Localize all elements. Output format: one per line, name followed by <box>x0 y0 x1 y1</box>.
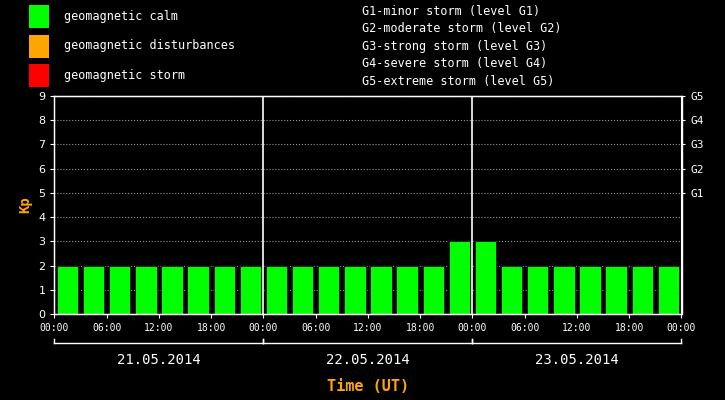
Bar <box>187 266 209 314</box>
Text: Time (UT): Time (UT) <box>327 379 409 394</box>
Text: G1-minor storm (level G1): G1-minor storm (level G1) <box>362 5 541 18</box>
Text: G2-moderate storm (level G2): G2-moderate storm (level G2) <box>362 22 562 35</box>
Bar <box>83 266 104 314</box>
Text: geomagnetic calm: geomagnetic calm <box>64 10 178 23</box>
Bar <box>57 266 78 314</box>
Bar <box>527 266 549 314</box>
Bar <box>501 266 523 314</box>
Bar <box>344 266 365 314</box>
Bar <box>423 266 444 314</box>
Bar <box>475 241 496 314</box>
Text: 22.05.2014: 22.05.2014 <box>326 353 410 367</box>
Bar <box>29 34 49 58</box>
Bar <box>161 266 183 314</box>
Bar <box>553 266 575 314</box>
Y-axis label: Kp: Kp <box>19 197 33 213</box>
Bar <box>29 5 49 28</box>
Bar <box>135 266 157 314</box>
Bar <box>579 266 601 314</box>
Text: geomagnetic disturbances: geomagnetic disturbances <box>64 40 235 52</box>
Text: G4-severe storm (level G4): G4-severe storm (level G4) <box>362 57 548 70</box>
Bar <box>631 266 653 314</box>
Bar <box>318 266 339 314</box>
Bar <box>266 266 287 314</box>
Bar <box>658 266 679 314</box>
Bar <box>29 64 49 87</box>
Text: 21.05.2014: 21.05.2014 <box>117 353 201 367</box>
Bar <box>370 266 392 314</box>
Bar <box>109 266 130 314</box>
Bar <box>449 241 470 314</box>
Bar <box>292 266 313 314</box>
Text: geomagnetic storm: geomagnetic storm <box>64 69 185 82</box>
Text: 23.05.2014: 23.05.2014 <box>535 353 619 367</box>
Bar <box>240 266 261 314</box>
Text: G5-extreme storm (level G5): G5-extreme storm (level G5) <box>362 74 555 88</box>
Bar <box>397 266 418 314</box>
Bar <box>605 266 627 314</box>
Bar <box>213 266 235 314</box>
Text: G3-strong storm (level G3): G3-strong storm (level G3) <box>362 40 548 52</box>
